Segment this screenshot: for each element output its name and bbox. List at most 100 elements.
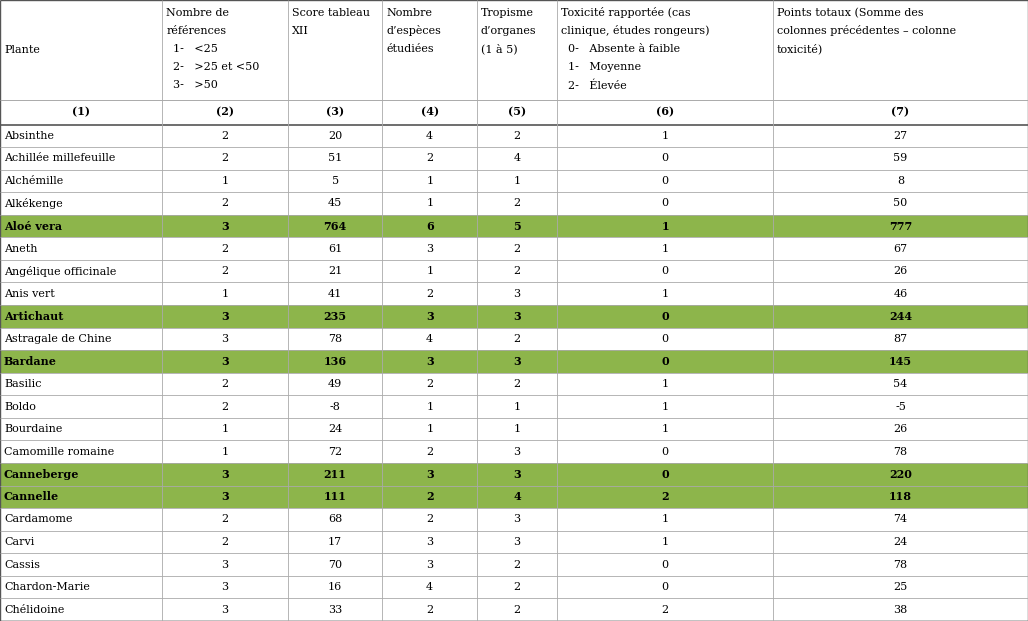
Text: clinique, études rongeurs): clinique, études rongeurs) <box>561 25 709 37</box>
Text: 45: 45 <box>328 199 342 209</box>
Text: toxicité): toxicité) <box>777 43 823 55</box>
Text: 2: 2 <box>514 334 520 344</box>
Text: Cannelle: Cannelle <box>4 491 60 502</box>
Text: Achillée millefeuille: Achillée millefeuille <box>4 153 115 163</box>
Text: 1: 1 <box>427 199 433 209</box>
Text: 46: 46 <box>893 289 908 299</box>
Text: 777: 777 <box>889 220 912 232</box>
Text: 2: 2 <box>222 266 228 276</box>
Text: 0: 0 <box>661 469 669 480</box>
Bar <box>0 463 1028 486</box>
Text: 20: 20 <box>328 131 342 141</box>
Text: d’espèces: d’espèces <box>387 25 441 37</box>
Text: 3: 3 <box>426 356 434 367</box>
Text: 2: 2 <box>661 491 669 502</box>
Bar <box>0 328 1028 350</box>
Bar <box>0 100 1028 124</box>
Text: 3: 3 <box>514 537 520 547</box>
Text: 78: 78 <box>893 446 908 456</box>
Text: Bourdaine: Bourdaine <box>4 424 63 434</box>
Text: 26: 26 <box>893 266 908 276</box>
Text: 2: 2 <box>427 446 433 456</box>
Text: 51: 51 <box>328 153 342 163</box>
Text: Chélidoine: Chélidoine <box>4 605 65 615</box>
Text: 3: 3 <box>222 582 228 592</box>
Text: 3: 3 <box>222 334 228 344</box>
Bar <box>0 418 1028 440</box>
Text: 5: 5 <box>332 176 338 186</box>
Text: 21: 21 <box>328 266 342 276</box>
Text: 4: 4 <box>427 131 433 141</box>
Text: (2): (2) <box>216 107 234 118</box>
Text: 111: 111 <box>324 491 346 502</box>
Text: 3: 3 <box>427 243 433 253</box>
Text: 78: 78 <box>328 334 342 344</box>
Text: 70: 70 <box>328 560 342 569</box>
Text: 244: 244 <box>889 311 912 322</box>
Text: Chardon-Marie: Chardon-Marie <box>4 582 89 592</box>
Bar <box>0 147 1028 170</box>
Text: Astragale de Chine: Astragale de Chine <box>4 334 111 344</box>
Text: 118: 118 <box>889 491 912 502</box>
Text: 2-   Élevée: 2- Élevée <box>561 80 627 91</box>
Bar <box>0 396 1028 418</box>
Text: 16: 16 <box>328 582 342 592</box>
Text: 3: 3 <box>514 289 520 299</box>
Bar <box>0 373 1028 396</box>
Text: 68: 68 <box>328 514 342 525</box>
Text: 3: 3 <box>427 537 433 547</box>
Text: 87: 87 <box>893 334 908 344</box>
Text: 33: 33 <box>328 605 342 615</box>
Text: 2: 2 <box>427 289 433 299</box>
Text: (1): (1) <box>72 107 90 118</box>
Text: Carvi: Carvi <box>4 537 34 547</box>
Bar <box>0 599 1028 621</box>
Text: 0: 0 <box>661 356 669 367</box>
Text: 3: 3 <box>513 356 521 367</box>
Text: 1-   Moyenne: 1- Moyenne <box>561 62 641 72</box>
Bar <box>0 350 1028 373</box>
Text: 0-   Absente à faible: 0- Absente à faible <box>561 44 681 54</box>
Text: 220: 220 <box>889 469 912 480</box>
Text: Angélique officinale: Angélique officinale <box>4 266 116 277</box>
Text: (1 à 5): (1 à 5) <box>481 43 518 55</box>
Text: 3: 3 <box>221 311 229 322</box>
Text: 26: 26 <box>893 424 908 434</box>
Text: 2: 2 <box>514 131 520 141</box>
Text: 2: 2 <box>222 131 228 141</box>
Text: 2: 2 <box>514 379 520 389</box>
Text: (6): (6) <box>656 107 674 118</box>
Text: 2: 2 <box>222 514 228 525</box>
Text: 24: 24 <box>328 424 342 434</box>
Text: 1: 1 <box>662 243 668 253</box>
Text: 1: 1 <box>514 402 520 412</box>
Text: 2: 2 <box>514 266 520 276</box>
Text: XII: XII <box>292 26 308 36</box>
Text: Aneth: Aneth <box>4 243 37 253</box>
Text: Camomille romaine: Camomille romaine <box>4 446 114 456</box>
Text: (4): (4) <box>420 107 439 118</box>
Bar <box>0 215 1028 237</box>
Bar <box>0 260 1028 283</box>
Bar <box>0 283 1028 305</box>
Text: 67: 67 <box>893 243 908 253</box>
Text: 4: 4 <box>514 153 520 163</box>
Text: étudiées: étudiées <box>387 44 434 54</box>
Text: Artichaut: Artichaut <box>4 311 64 322</box>
Text: 2: 2 <box>222 243 228 253</box>
Text: 2: 2 <box>427 153 433 163</box>
Bar <box>0 0 1028 100</box>
Text: 17: 17 <box>328 537 342 547</box>
Text: 3: 3 <box>221 356 229 367</box>
Bar <box>0 531 1028 553</box>
Bar <box>0 553 1028 576</box>
Bar <box>0 305 1028 328</box>
Text: 1: 1 <box>222 289 228 299</box>
Text: (5): (5) <box>508 107 526 118</box>
Text: 2: 2 <box>222 199 228 209</box>
Bar <box>0 440 1028 463</box>
Text: 2: 2 <box>514 199 520 209</box>
Text: (3): (3) <box>326 107 344 118</box>
Text: 2: 2 <box>514 243 520 253</box>
Bar <box>0 508 1028 531</box>
